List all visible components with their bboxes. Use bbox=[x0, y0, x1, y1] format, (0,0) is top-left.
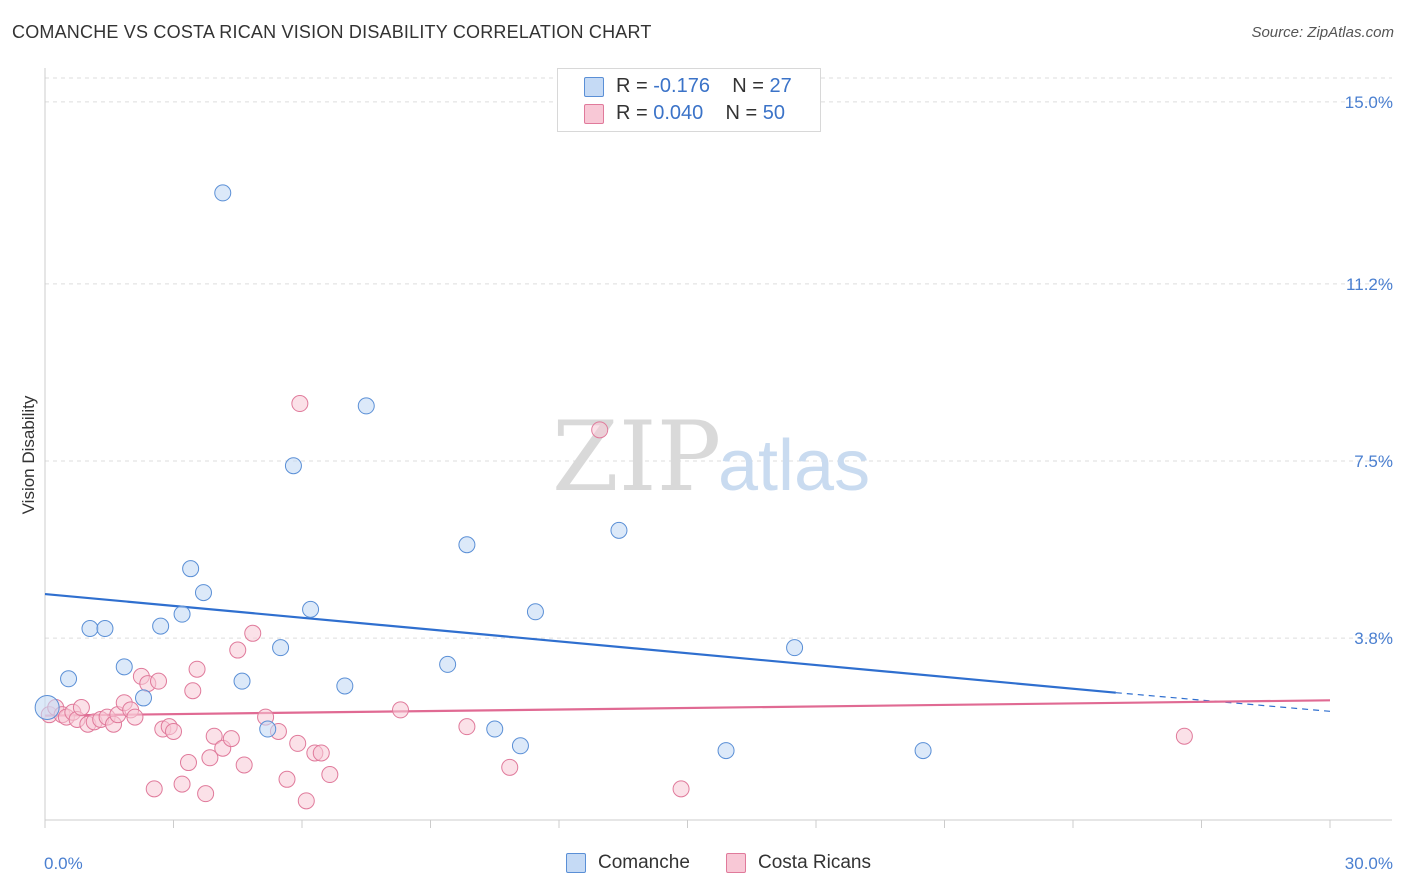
costa-ricans-point-26 bbox=[188, 660, 206, 678]
r-label: R = bbox=[616, 75, 654, 97]
watermark-zip: ZIP bbox=[552, 401, 721, 513]
axes bbox=[44, 68, 1392, 828]
y-axis-label: Vision Disability bbox=[19, 395, 38, 514]
costa-ricans-point-19 bbox=[150, 672, 168, 690]
costa-ricans-point-29 bbox=[205, 727, 223, 745]
costa-ricans-point-42 bbox=[312, 744, 330, 762]
comanche-point-19 bbox=[458, 536, 476, 554]
comanche-trend-extension bbox=[1115, 692, 1331, 712]
x-tick-label-0: 0.0% bbox=[44, 854, 83, 873]
chart-title: COMANCHE VS COSTA RICAN VISION DISABILIT… bbox=[12, 22, 652, 42]
comanche-point-10 bbox=[214, 184, 232, 202]
costa-ricans-point-28 bbox=[201, 749, 219, 767]
costa-ricans-point-40 bbox=[297, 792, 315, 810]
costa-ricans-point-18 bbox=[145, 780, 163, 798]
y-tick-label-3: 15.0% bbox=[1345, 93, 1393, 112]
comanche-legend-swatch bbox=[566, 853, 586, 873]
comanche-point-21 bbox=[511, 737, 529, 755]
comanche-point-0 bbox=[34, 695, 60, 721]
y-tick-label-0: 3.8% bbox=[1354, 629, 1393, 648]
costa-ricans-point-43 bbox=[321, 766, 339, 784]
costa-ricans-trend-line bbox=[44, 699, 1331, 717]
comanche-point-20 bbox=[486, 720, 504, 738]
comanche-swatch bbox=[584, 77, 604, 97]
costa-ricans-point-32 bbox=[229, 641, 247, 659]
costa-ricans-point-44 bbox=[392, 701, 410, 719]
comanche-point-13 bbox=[272, 639, 290, 657]
comanche-point-4 bbox=[115, 658, 133, 676]
costa-ricans-point-46 bbox=[501, 758, 519, 776]
costa-ricans-point-6 bbox=[72, 699, 90, 717]
n-value: 50 bbox=[762, 102, 786, 124]
costa-ricans-point-31 bbox=[222, 730, 240, 748]
costa-ricans-point-27 bbox=[197, 785, 215, 803]
costa-ricans-point-49 bbox=[1175, 727, 1193, 745]
comanche-legend-label: Comanche bbox=[598, 852, 690, 873]
costa-ricans-legend-label: Costa Ricans bbox=[758, 852, 871, 873]
n-label: N = bbox=[732, 75, 770, 97]
costa-ricans-point-15 bbox=[126, 708, 144, 726]
r-value: -0.176 bbox=[653, 75, 710, 97]
comanche-point-1 bbox=[60, 670, 78, 688]
costa-ricans-point-37 bbox=[278, 770, 296, 788]
comanche-trend-line bbox=[44, 592, 1116, 694]
costa-ricans-point-22 bbox=[165, 722, 182, 740]
n-label: N = bbox=[725, 102, 763, 124]
legend-stats-costa-ricans: R = 0.040 N = 50 bbox=[616, 102, 785, 125]
stats-legend: R = -0.176 N = 27 R = 0.040 N = 50 bbox=[557, 68, 821, 132]
comanche-point-5 bbox=[135, 689, 153, 707]
comanche-point-22 bbox=[526, 603, 544, 621]
costa-ricans-point-33 bbox=[235, 756, 253, 774]
costa-ricans-swatch bbox=[584, 104, 604, 124]
costa-ricans-point-48 bbox=[672, 780, 690, 798]
comanche-point-14 bbox=[284, 457, 302, 475]
comanche-point-7 bbox=[173, 605, 191, 623]
comanche-point-9 bbox=[194, 584, 212, 602]
comanche-point-12 bbox=[259, 720, 277, 738]
comanche-point-25 bbox=[786, 639, 804, 657]
comanche-point-24 bbox=[717, 742, 735, 760]
y-tick-label-2: 11.2% bbox=[1346, 275, 1393, 294]
comanche-point-18 bbox=[439, 655, 457, 673]
y-tick-label-1: 7.5% bbox=[1354, 452, 1393, 471]
costa-ricans-point-24 bbox=[179, 754, 197, 772]
comanche-point-17 bbox=[357, 397, 375, 415]
source-label: Source: ZipAtlas.com bbox=[1251, 24, 1394, 41]
comanche-point-15 bbox=[302, 600, 320, 618]
n-value: 27 bbox=[769, 75, 792, 97]
watermark-atlas: atlas bbox=[718, 426, 870, 506]
r-label: R = bbox=[616, 102, 654, 124]
costa-ricans-legend-swatch bbox=[726, 853, 746, 873]
costa-ricans-point-34 bbox=[244, 624, 262, 642]
comanche-point-6 bbox=[152, 617, 170, 635]
comanche-point-11 bbox=[233, 672, 251, 690]
comanche-point-3 bbox=[96, 620, 114, 638]
comanche-point-16 bbox=[336, 677, 354, 695]
costa-ricans-point-25 bbox=[184, 682, 202, 700]
comanche-point-8 bbox=[182, 560, 200, 578]
comanche-point-23 bbox=[610, 521, 628, 539]
x-tick-label-1: 30.0% bbox=[1345, 854, 1393, 873]
comanche-points bbox=[34, 184, 932, 760]
r-value: 0.040 bbox=[653, 102, 704, 124]
costa-ricans-point-47 bbox=[591, 421, 609, 439]
costa-ricans-point-23 bbox=[173, 775, 191, 793]
costa-ricans-point-38 bbox=[289, 734, 307, 752]
comanche-point-2 bbox=[81, 620, 99, 638]
comanche-point-26 bbox=[914, 742, 932, 760]
tick-labels: 3.8% 7.5% 11.2% 15.0% 0.0% 30.0% bbox=[44, 93, 1393, 873]
costa-ricans-point-45 bbox=[458, 718, 476, 736]
grid-lines bbox=[45, 77, 1392, 639]
costa-ricans-point-39 bbox=[291, 395, 309, 413]
legend-stats-comanche: R = -0.176 N = 27 bbox=[616, 75, 792, 98]
